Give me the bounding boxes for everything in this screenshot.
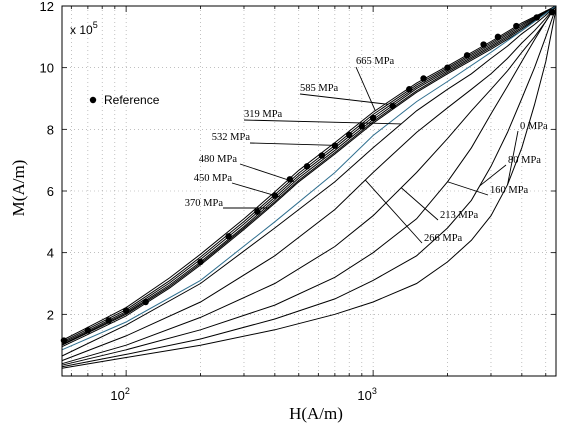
curve-label-480-mpa: 480 MPa xyxy=(199,154,238,165)
leader-line-480-mpa xyxy=(239,163,295,183)
series-line-450-mpa xyxy=(61,5,557,346)
reference-point xyxy=(494,33,502,41)
series-line-585-mpa xyxy=(61,5,557,343)
series-line-213-mpa xyxy=(61,5,557,365)
leader-line-266-mpa xyxy=(365,179,423,244)
curve-label-0-mpa: 0 MPa xyxy=(520,121,548,132)
reference-point xyxy=(420,75,427,82)
series-line-532-mpa xyxy=(61,5,557,344)
y-tick-label: 10 xyxy=(40,61,54,76)
curve-label-319-mpa: 319 MPa xyxy=(244,109,283,120)
reference-point xyxy=(345,131,353,139)
reference-point xyxy=(389,102,396,110)
legend-entry-reference: Reference xyxy=(104,93,160,107)
series-line-665-mpa xyxy=(61,5,557,341)
x-tick-label: 102 xyxy=(110,386,129,403)
reference-point xyxy=(369,114,377,122)
series-line-266-mpa xyxy=(61,5,557,362)
reference-point xyxy=(463,52,471,59)
reference-point xyxy=(548,8,556,16)
leader-line-160-mpa xyxy=(447,181,489,196)
leader-line-532-mpa xyxy=(249,142,338,146)
reference-point xyxy=(318,152,326,159)
curve-labels: 665 MPa 585 MPa 319 MPa 532 MPa 480 MPa 450 M… xyxy=(185,56,548,244)
curve-label-370-mpa: 370 MPa xyxy=(185,198,224,209)
y-tick-label: 6 xyxy=(47,184,54,199)
reference-point xyxy=(303,163,311,170)
reference-point xyxy=(142,298,149,306)
y-tick-label: 4 xyxy=(47,246,54,261)
reference-point xyxy=(84,327,92,334)
x-tick-label: 103 xyxy=(357,386,376,403)
reference-point xyxy=(197,258,204,266)
legend: Reference xyxy=(89,93,160,107)
y-axis-title: M(A/m) xyxy=(9,160,28,217)
reference-point xyxy=(444,64,451,71)
curve-label-266-mpa: 266 MPa xyxy=(424,233,463,244)
series-line-80-mpa xyxy=(61,7,557,368)
leader-line-80-mpa xyxy=(479,164,507,187)
leader-line-213-mpa xyxy=(400,187,439,221)
y-tick-label: 8 xyxy=(47,122,54,137)
curve-label-532-mpa: 532 MPa xyxy=(212,132,251,143)
series-line-160-mpa xyxy=(61,5,557,366)
series-line-0-mpa xyxy=(61,9,557,369)
reference-point xyxy=(358,123,366,130)
y-multiplier: x 105 xyxy=(70,20,98,37)
reference-point xyxy=(513,22,520,30)
leader-line-665-mpa xyxy=(355,66,376,111)
reference-point xyxy=(105,317,112,324)
curve-label-665-mpa: 665 MPa xyxy=(356,56,395,67)
reference-point xyxy=(122,307,130,314)
leader-line-450-mpa xyxy=(231,182,281,198)
tick-labels: 2 4 6 8 10 12 102 103 xyxy=(40,0,377,403)
x-axis-title: H(A/m) xyxy=(289,404,343,423)
grid xyxy=(62,5,556,376)
leader-line-319-mpa xyxy=(243,119,402,125)
y-tick-label: 2 xyxy=(47,307,54,322)
reference-point xyxy=(225,233,232,240)
leader-line-585-mpa xyxy=(299,93,389,105)
curve-label-160-mpa: 160 MPa xyxy=(490,185,529,196)
legend-marker-dot xyxy=(89,96,97,104)
reference-point xyxy=(533,14,541,21)
curve-label-80-mpa: 80 MPa xyxy=(508,155,541,166)
series-line-370-mpa xyxy=(61,5,557,348)
axes xyxy=(61,5,557,377)
reference-point xyxy=(254,208,261,215)
curve-label-450-mpa: 450 MPa xyxy=(194,173,233,184)
series-line-319-mpa xyxy=(61,5,557,357)
reference-points xyxy=(60,8,556,344)
curve-label-585-mpa: 585 MPa xyxy=(300,83,339,94)
leader-line-0-mpa xyxy=(507,130,519,185)
reference-point xyxy=(480,41,487,48)
series-line-480-mpa xyxy=(61,5,557,346)
series-curves xyxy=(61,5,557,369)
reference-point xyxy=(406,86,413,93)
y-tick-label: 12 xyxy=(40,0,54,14)
curve-label-213-mpa: 213 MPa xyxy=(440,210,479,221)
series-line-highlight xyxy=(61,5,557,351)
